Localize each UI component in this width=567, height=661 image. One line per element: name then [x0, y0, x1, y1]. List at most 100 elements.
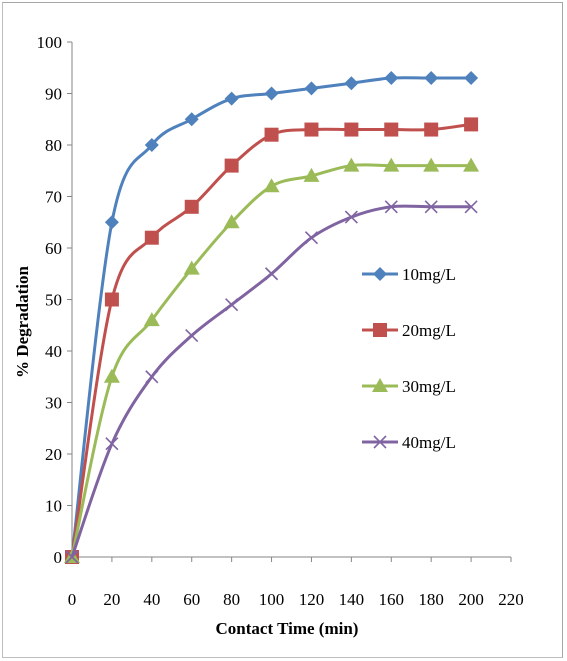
- data-point: [303, 167, 320, 182]
- data-point: [264, 86, 279, 101]
- data-point: [463, 157, 480, 172]
- x-tick-label: 120: [299, 590, 325, 609]
- y-tick-label: 60: [45, 239, 62, 258]
- data-point: [223, 214, 240, 229]
- data-point: [344, 210, 358, 224]
- data-point: [384, 200, 398, 214]
- y-tick-label: 70: [45, 188, 62, 207]
- legend-label: 10mg/L: [402, 265, 456, 284]
- marker-stroke: [344, 210, 358, 224]
- data-point: [144, 230, 159, 245]
- series-20mg/L: [65, 117, 479, 564]
- data-point: [105, 437, 119, 451]
- data-point: [65, 550, 79, 564]
- x-tick-label: 200: [458, 590, 484, 609]
- legend-item: 40mg/L: [362, 433, 456, 452]
- data-point: [424, 71, 439, 86]
- x-tick-label: 40: [143, 590, 160, 609]
- x-tick-label: 140: [339, 590, 365, 609]
- data-point: [423, 157, 440, 172]
- legend-label: 20mg/L: [402, 321, 456, 340]
- y-tick-label: 20: [45, 445, 62, 464]
- x-tick-label: 180: [418, 590, 444, 609]
- data-point: [183, 260, 200, 275]
- y-tick-label: 30: [45, 394, 62, 413]
- y-tick-label: 90: [45, 85, 62, 104]
- y-tick-label: 0: [54, 548, 63, 567]
- data-point: [384, 122, 399, 137]
- data-point: [264, 267, 279, 281]
- x-tick-label: 220: [498, 590, 524, 609]
- x-tick-label: 80: [223, 590, 240, 609]
- legend-item: 10mg/L: [362, 265, 456, 284]
- data-point: [225, 298, 239, 312]
- data-point: [304, 231, 319, 245]
- y-tick-label: 50: [45, 291, 62, 310]
- data-point: [264, 127, 279, 142]
- marker-stroke: [373, 435, 387, 449]
- data-point: [304, 122, 319, 137]
- marker-stroke: [384, 200, 398, 214]
- data-point: [384, 71, 399, 86]
- data-point: [104, 215, 119, 230]
- y-tick-label: 80: [45, 136, 62, 155]
- data-point: [344, 76, 359, 91]
- data-point: [184, 199, 199, 214]
- data-point: [343, 157, 360, 172]
- marker-stroke: [185, 328, 199, 343]
- data-point: [383, 157, 400, 172]
- y-tick-labels: 0 10 20 30 40 50 60 70 80 90 100: [37, 33, 63, 567]
- y-axis-title: % Degradation: [13, 266, 32, 378]
- data-point: [103, 368, 120, 383]
- legend: 10mg/L 20mg/L 30mg/L 40mg/L: [362, 265, 456, 452]
- legend-marker: [373, 435, 387, 449]
- legend-label: 40mg/L: [402, 433, 456, 452]
- marker-stroke: [105, 437, 119, 451]
- data-point: [464, 117, 479, 132]
- series-line: [70, 163, 472, 558]
- data-point: [263, 178, 280, 193]
- marker-stroke: [225, 298, 239, 312]
- data-point: [184, 112, 199, 127]
- series-layer: [64, 71, 480, 564]
- series-line: [70, 76, 472, 558]
- data-point: [464, 200, 478, 214]
- data-point: [185, 328, 199, 343]
- legend-marker: [372, 378, 388, 392]
- y-tick-label: 10: [45, 497, 62, 516]
- marker-stroke: [264, 267, 279, 281]
- data-point: [424, 122, 439, 137]
- data-point: [224, 91, 239, 106]
- data-point: [464, 71, 479, 86]
- data-point: [145, 370, 159, 384]
- y-tick-label: 40: [45, 342, 62, 361]
- legend-marker: [373, 323, 387, 337]
- legend-label: 30mg/L: [402, 377, 456, 396]
- series-30mg/L: [64, 157, 480, 563]
- marker-stroke: [65, 550, 79, 564]
- x-tick-label: 160: [379, 590, 405, 609]
- marker-stroke: [424, 200, 438, 214]
- data-point: [104, 292, 119, 307]
- x-tick-label: 100: [259, 590, 285, 609]
- marker-stroke: [145, 370, 159, 384]
- data-point: [424, 200, 438, 214]
- data-point: [344, 122, 359, 137]
- data-point: [224, 158, 239, 173]
- legend-item: 20mg/L: [362, 321, 456, 340]
- data-point: [304, 81, 319, 96]
- x-axis-title: Contact Time (min): [216, 619, 359, 638]
- x-tick-label: 0: [68, 590, 77, 609]
- data-point: [143, 312, 160, 327]
- x-tick-label: 20: [103, 590, 120, 609]
- data-point: [144, 138, 159, 152]
- x-tick-labels: 0 20 40 60 80 100 120 140 160 180 200 220: [68, 590, 524, 609]
- marker-stroke: [304, 231, 319, 245]
- legend-marker: [373, 267, 387, 281]
- legend-item: 30mg/L: [362, 377, 456, 396]
- y-tick-label: 100: [37, 33, 63, 52]
- series-10mg/L: [65, 71, 479, 564]
- marker-stroke: [464, 200, 478, 214]
- axes: [67, 41, 512, 562]
